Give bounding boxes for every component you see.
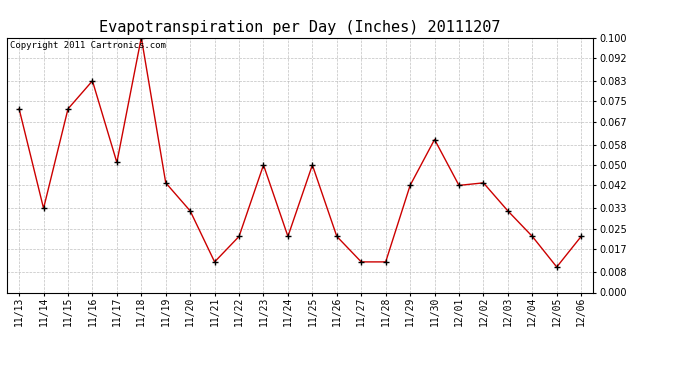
Title: Evapotranspiration per Day (Inches) 20111207: Evapotranspiration per Day (Inches) 2011… — [99, 20, 501, 35]
Text: Copyright 2011 Cartronics.com: Copyright 2011 Cartronics.com — [10, 41, 166, 50]
